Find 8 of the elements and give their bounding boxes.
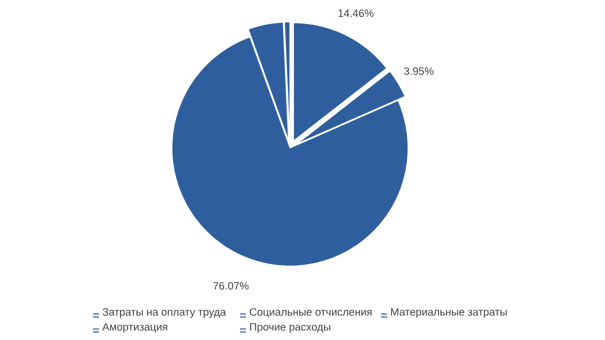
data-label: 3.95% [404, 67, 434, 75]
legend-label: Социальные отчисления [250, 308, 372, 318]
data-label: 76.07% [213, 282, 249, 290]
legend-label: Амортизация [102, 323, 168, 333]
legend-label: Прочие расходы [250, 323, 330, 333]
legend-label: Материальные затраты [391, 308, 507, 318]
legend-label: Затраты на оплату труда [102, 308, 226, 318]
data-label: 14.46% [338, 9, 374, 17]
